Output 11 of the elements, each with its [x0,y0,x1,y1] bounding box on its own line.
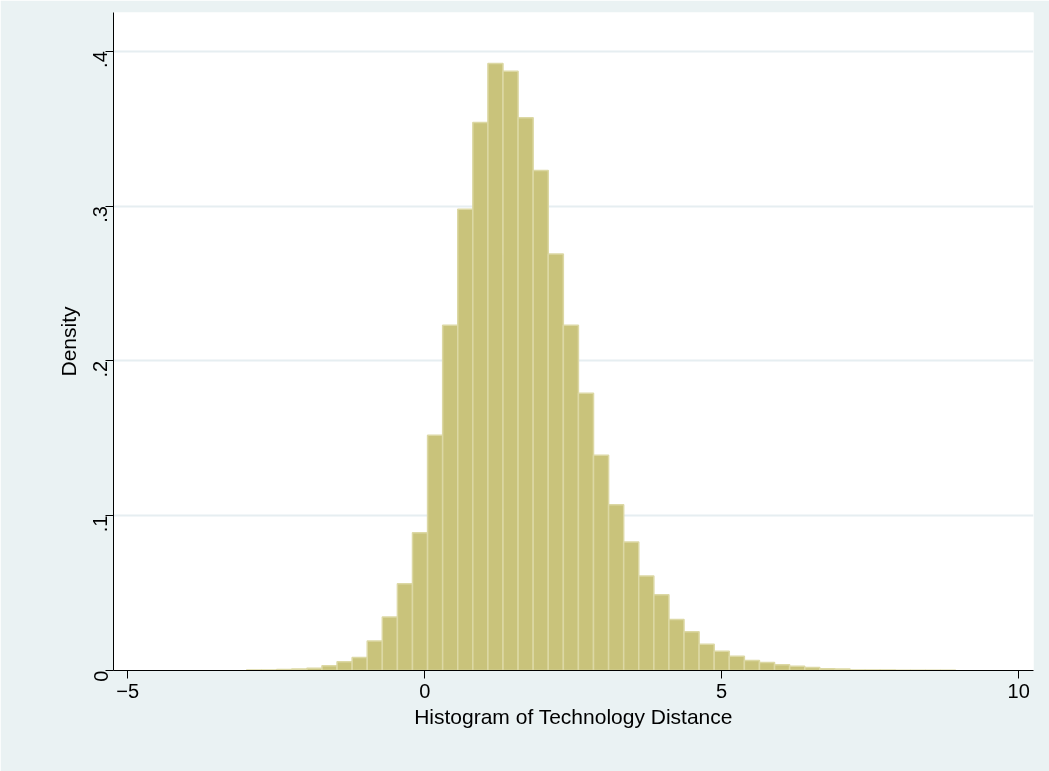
x-axis-title: Histogram of Technology Distance [414,704,733,728]
y-tick-label: .3 [89,206,112,223]
y-tick-label: 0 [89,670,112,682]
x-tick-label: 0 [419,679,431,702]
x-tick-label: 10 [1007,679,1030,702]
y-tick-label: .1 [89,515,112,533]
y-tick-label: .4 [89,51,112,68]
y-tick-label: .2 [89,360,112,378]
x-tick-label: −5 [116,679,140,702]
y-axis-title: Density [56,305,80,377]
x-tick-label: 5 [716,679,728,702]
